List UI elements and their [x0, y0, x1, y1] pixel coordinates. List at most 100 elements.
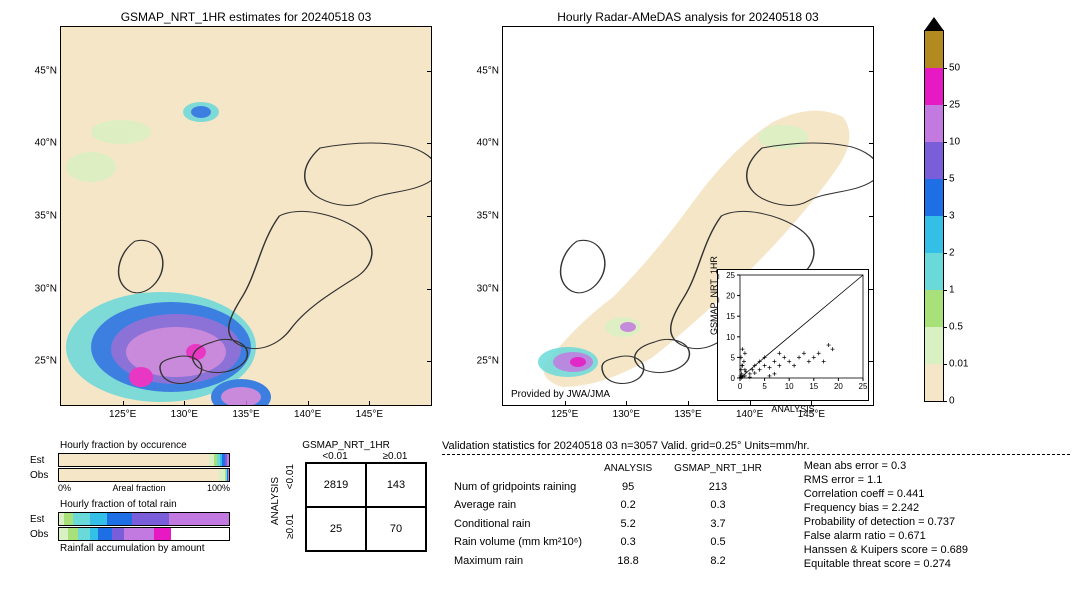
svg-text:0: 0: [731, 374, 736, 383]
occ-axis-left: 0%: [58, 483, 71, 493]
ct-col-header-1: ≥0.01: [365, 451, 425, 462]
hbar-segment: [68, 528, 78, 540]
metric-val: 0.737: [928, 516, 956, 528]
colorbar-segment: [925, 31, 943, 68]
colorbar-tick: 0.5: [943, 322, 963, 333]
hbar-segment: [90, 528, 99, 540]
metric-row: Probability of detection = 0.737: [804, 515, 968, 529]
hbar-segment: [132, 513, 169, 525]
colorbar-segment: [925, 68, 943, 105]
ytick-label: 25°N: [35, 356, 61, 367]
hbar-segment: [124, 528, 155, 540]
colorbar-segment: [925, 327, 943, 364]
xtick-label: 135°E: [674, 405, 701, 420]
hbar: [58, 527, 230, 541]
ct-row-header-0: <0.01: [285, 464, 305, 489]
fraction-bars-section: Hourly fraction by occurence EstObs 0% A…: [30, 440, 240, 571]
hbar-segment: [78, 528, 90, 540]
ct-row-header-1: ≥0.01: [285, 514, 305, 539]
metric-label: Hanssen & Kuipers score =: [804, 544, 938, 556]
xtick-label: 130°E: [613, 405, 640, 420]
metric-label: Probability of detection =: [804, 516, 925, 528]
xtick-label: 135°E: [232, 405, 259, 420]
hbar-label: Est: [30, 514, 58, 525]
svg-text:20: 20: [726, 292, 735, 301]
contingency-cell: 143: [366, 463, 426, 507]
hbar-segment: [107, 513, 133, 525]
ytick-label: 45°N: [477, 65, 503, 76]
left-map-panel: GSMAP_NRT_1HR estimates for 20240518 03 …: [60, 10, 432, 410]
ytick-label: 45°N: [35, 65, 61, 76]
stat-val: 5.2: [594, 515, 662, 532]
hbar-segment: [98, 528, 112, 540]
stat-val: 0.2: [594, 497, 662, 514]
hbar-label: Obs: [30, 470, 58, 481]
metric-val: 0.689: [940, 544, 968, 556]
colorbar-segment: [925, 179, 943, 216]
metric-row: Mean abs error = 0.3: [804, 459, 968, 473]
hbar-row: Obs: [30, 527, 240, 541]
stat-val: 3.7: [664, 515, 772, 532]
contingency-table: GSMAP_NRT_1HR ANALYSIS <0.01 ≥0.01 <0.01…: [265, 440, 427, 571]
stat-val: 95: [594, 478, 662, 495]
provided-by-label: Provided by JWA/JMA: [509, 388, 612, 401]
ytick-label: 35°N: [35, 211, 61, 222]
colorbar-tick: 10: [943, 137, 960, 148]
svg-text:10: 10: [726, 333, 735, 342]
xtick-label: 140°E: [294, 405, 321, 420]
colorbar-tick: 25: [943, 100, 960, 111]
contingency-col-title: GSMAP_NRT_1HR: [265, 440, 427, 451]
hbar-segment: [112, 528, 124, 540]
colorbar-tick: 1: [943, 285, 955, 296]
colorbar-tick: 0: [943, 396, 955, 407]
stat-val: 213: [664, 478, 772, 495]
metric-row: Equitable threat score = 0.274: [804, 557, 968, 571]
metric-row: RMS error = 1.1: [804, 473, 968, 487]
metric-row: Correlation coeff = 0.441: [804, 487, 968, 501]
stat-row-label: Num of gridpoints raining: [444, 478, 592, 495]
stat-val: 0.5: [664, 534, 772, 551]
colorbar-tick: 3: [943, 211, 955, 222]
metric-label: Correlation coeff =: [804, 488, 894, 500]
svg-text:25: 25: [726, 271, 735, 280]
svg-text:5: 5: [762, 382, 767, 391]
metric-val: 1.1: [867, 474, 882, 486]
xtick-label: 145°E: [356, 405, 383, 420]
hbar-segment: [59, 454, 209, 466]
ytick-label: 40°N: [477, 138, 503, 149]
hbar-segment: [90, 513, 107, 525]
svg-text:0: 0: [738, 382, 743, 391]
stat-val: 8.2: [664, 552, 772, 569]
validation-title: Validation statistics for 20240518 03 n=…: [442, 440, 1070, 455]
contingency-cell: 70: [366, 507, 426, 551]
stat-row-label: Rain volume (mm km²10⁶): [444, 534, 592, 551]
metric-row: Frequency bias = 2.242: [804, 501, 968, 515]
main-maps-row: GSMAP_NRT_1HR estimates for 20240518 03 …: [10, 10, 1070, 410]
left-map-title: GSMAP_NRT_1HR estimates for 20240518 03: [60, 10, 432, 24]
metric-label: Equitable threat score =: [804, 558, 921, 570]
hbar-segment: [227, 454, 229, 466]
metric-val: 2.242: [892, 502, 920, 514]
hbar-row: Est: [30, 453, 240, 467]
hbar-segment: [228, 469, 229, 481]
svg-text:10: 10: [785, 382, 794, 391]
hbar-label: Est: [30, 455, 58, 466]
occ-axis-center: Areal fraction: [112, 483, 165, 493]
bottom-row: Hourly fraction by occurence EstObs 0% A…: [10, 440, 1070, 571]
stat-row-label: Conditional rain: [444, 515, 592, 532]
svg-text:15: 15: [809, 382, 818, 391]
colorbar-tick: 0.01: [943, 359, 968, 370]
scatter-ylabel: GSMAP_NRT_1HR: [709, 256, 719, 335]
svg-text:20: 20: [834, 382, 843, 391]
metric-val: 0.274: [923, 558, 951, 570]
validation-metrics: Mean abs error = 0.3RMS error = 1.1Corre…: [804, 459, 968, 571]
hbar-segment: [154, 528, 171, 540]
hbar: [58, 468, 230, 482]
metric-row: False alarm ratio = 0.671: [804, 529, 968, 543]
svg-text:15: 15: [726, 312, 735, 321]
validation-table: ANALYSISGSMAP_NRT_1HRNum of gridpoints r…: [442, 459, 774, 571]
colorbar-segment: [925, 253, 943, 290]
colorbar-segment: [925, 105, 943, 142]
contingency-cell: 2819: [306, 463, 366, 507]
ytick-label: 25°N: [477, 356, 503, 367]
